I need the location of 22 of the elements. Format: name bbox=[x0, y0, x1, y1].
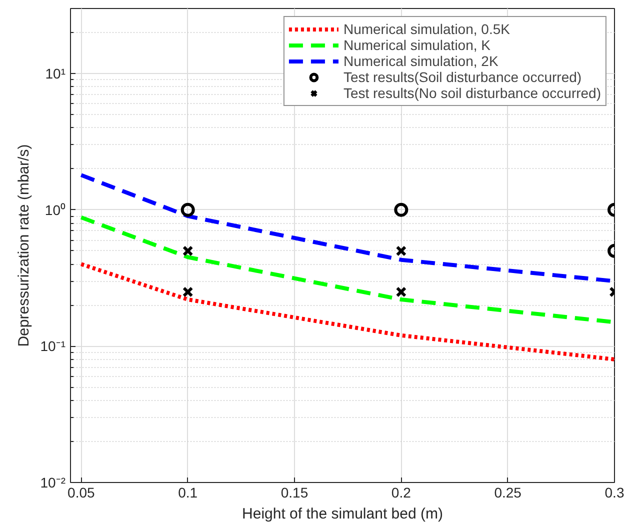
x-tick-label: 0.05 bbox=[68, 484, 96, 500]
y-tick-label: 10⁰ bbox=[44, 202, 66, 218]
legend-label: Numerical simulation, 2K bbox=[343, 53, 498, 69]
legend-label: Test results(No soil disturbance occurred) bbox=[343, 85, 601, 101]
point bbox=[182, 286, 194, 298]
line-series bbox=[79, 262, 614, 362]
legend-label: Numerical simulation, 0.5K bbox=[343, 21, 510, 37]
x-tick-label: 0.25 bbox=[494, 484, 522, 500]
y-tick-label: 10⁻² bbox=[40, 474, 66, 490]
point bbox=[396, 286, 407, 298]
x-tick-label: 0.1 bbox=[178, 484, 198, 500]
legend-label: Test results(Soil disturbance occurred) bbox=[343, 69, 582, 85]
y-tick-label: 10¹ bbox=[45, 66, 66, 82]
y-axis-title: Depressurization rate (mbar/s) bbox=[15, 144, 32, 347]
x-tick-label: 0.3 bbox=[604, 484, 624, 500]
legend-label: Numerical simulation, K bbox=[343, 37, 491, 53]
y-tick-label: 10⁻¹ bbox=[40, 338, 66, 354]
x-tick-label: 0.15 bbox=[280, 484, 308, 500]
point bbox=[182, 246, 194, 256]
point bbox=[396, 246, 407, 256]
x-axis-title: Height of the simulant bed (m) bbox=[242, 506, 443, 522]
x-tick-label: 0.2 bbox=[391, 484, 412, 500]
